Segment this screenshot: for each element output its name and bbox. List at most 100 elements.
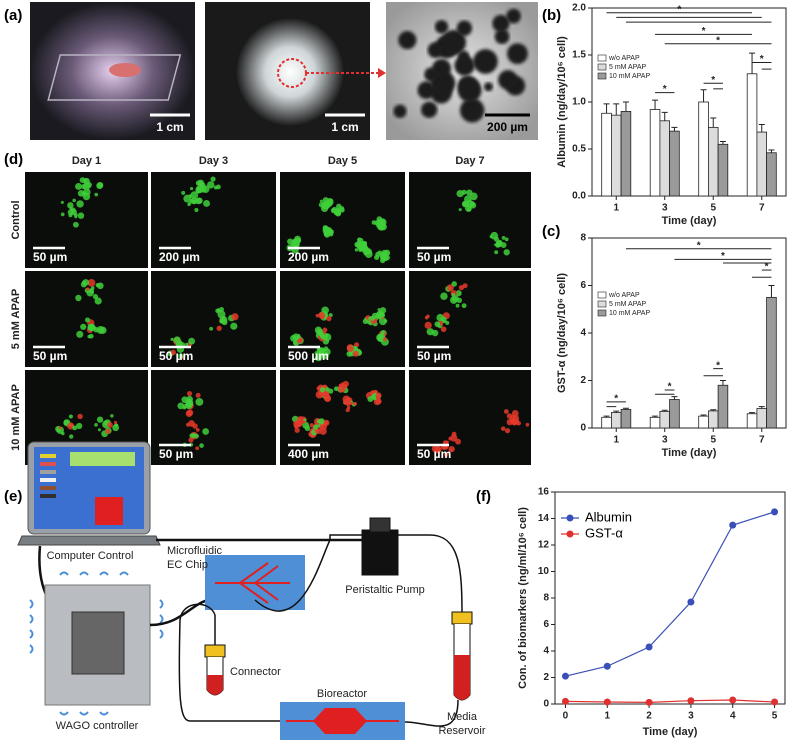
cell bbox=[68, 213, 73, 218]
scale-bar-label: 50 µm bbox=[33, 250, 67, 264]
y-tick-label: 16 bbox=[538, 487, 550, 498]
x-tick-label: 0 bbox=[563, 711, 569, 722]
error-bar bbox=[613, 410, 620, 413]
spheroid bbox=[457, 78, 482, 103]
significance-star: * bbox=[716, 35, 720, 46]
significance-star: * bbox=[614, 394, 618, 405]
connector-label: Connector bbox=[230, 666, 281, 678]
significance-star: * bbox=[663, 84, 667, 95]
screen-icon bbox=[40, 486, 56, 490]
bar bbox=[766, 152, 777, 197]
cell bbox=[177, 402, 185, 410]
bar bbox=[708, 126, 719, 197]
spheroid bbox=[473, 49, 498, 74]
spheroid bbox=[507, 43, 528, 65]
bar bbox=[649, 416, 661, 429]
connector-cap bbox=[204, 644, 226, 658]
reservoir-label: Reservoir bbox=[438, 725, 485, 737]
cell bbox=[216, 325, 222, 331]
error-bar bbox=[749, 412, 756, 414]
legend-label: w/o APAP bbox=[608, 55, 640, 62]
cell bbox=[207, 181, 215, 189]
cell bbox=[230, 322, 238, 330]
x-tick-label: 3 bbox=[662, 203, 668, 214]
x-tick-label: 4 bbox=[730, 711, 736, 722]
cell bbox=[376, 216, 383, 223]
legend-label: 10 mM APAP bbox=[609, 73, 650, 80]
column-label: Day 1 bbox=[72, 155, 101, 167]
cell bbox=[195, 180, 202, 186]
cell bbox=[170, 349, 177, 356]
micrograph bbox=[409, 172, 531, 268]
cell bbox=[434, 321, 441, 328]
cell bbox=[195, 392, 201, 398]
bioreactor-label: Bioreactor bbox=[317, 688, 367, 700]
cell bbox=[323, 420, 329, 426]
diagram bbox=[17, 441, 473, 740]
bar bbox=[601, 416, 612, 429]
bar bbox=[717, 384, 729, 429]
cell bbox=[461, 303, 467, 309]
bar bbox=[708, 410, 719, 429]
cell bbox=[363, 241, 367, 245]
bar bbox=[756, 408, 768, 429]
column-label: Day 3 bbox=[199, 155, 228, 167]
cell bbox=[192, 423, 198, 429]
cell bbox=[213, 185, 218, 190]
bar bbox=[620, 111, 632, 197]
cell bbox=[88, 288, 95, 294]
x-tick-label: 5 bbox=[710, 435, 716, 446]
cell bbox=[185, 410, 193, 417]
cell bbox=[94, 297, 102, 305]
controller-label: WAGO controller bbox=[56, 720, 139, 732]
panel-label: (e) bbox=[4, 488, 22, 505]
legend-swatch bbox=[597, 72, 607, 80]
significance-star: * bbox=[697, 240, 701, 251]
cell bbox=[86, 287, 90, 291]
error-bar bbox=[671, 126, 678, 132]
cell bbox=[362, 318, 369, 324]
point bbox=[729, 696, 737, 704]
series-line bbox=[565, 699, 775, 704]
scale-bar-label: 200 µm bbox=[487, 120, 528, 134]
cell bbox=[70, 207, 76, 213]
cell bbox=[383, 249, 391, 257]
error-bar bbox=[710, 117, 717, 128]
cell bbox=[112, 424, 120, 432]
cell bbox=[426, 314, 430, 319]
spheroid bbox=[506, 8, 521, 24]
point bbox=[561, 697, 569, 705]
cell bbox=[195, 427, 200, 432]
spheroid bbox=[424, 67, 439, 82]
cell bbox=[84, 317, 91, 323]
cell bbox=[110, 414, 114, 418]
significance-star: * bbox=[677, 4, 681, 15]
y-tick-label: 10 bbox=[538, 566, 550, 577]
x-tick-label: 3 bbox=[688, 711, 694, 722]
column-label: Day 7 bbox=[455, 155, 484, 167]
cell bbox=[335, 207, 342, 215]
cell bbox=[303, 418, 307, 422]
cell bbox=[209, 326, 214, 331]
cell bbox=[469, 202, 477, 209]
cell bbox=[375, 395, 380, 400]
cell bbox=[199, 443, 204, 448]
point bbox=[771, 698, 779, 706]
cell bbox=[345, 408, 350, 413]
error-bar bbox=[613, 103, 620, 116]
cell bbox=[444, 452, 449, 457]
bar bbox=[756, 131, 768, 197]
spheroid bbox=[484, 82, 493, 92]
cell bbox=[352, 350, 359, 357]
y-axis-title: Con. of biomarkers (ng/ml/10⁶ cell) bbox=[517, 507, 529, 689]
scale-bar-label: 200 µm bbox=[288, 250, 329, 264]
y-tick-label: 14 bbox=[538, 513, 550, 524]
chip-outline bbox=[47, 54, 182, 101]
cell bbox=[113, 420, 118, 425]
spheroid bbox=[456, 20, 473, 36]
error-bar bbox=[749, 52, 756, 74]
cell bbox=[77, 212, 85, 219]
significance-star: * bbox=[760, 54, 764, 65]
cell bbox=[462, 200, 469, 208]
error-bar bbox=[603, 103, 610, 114]
